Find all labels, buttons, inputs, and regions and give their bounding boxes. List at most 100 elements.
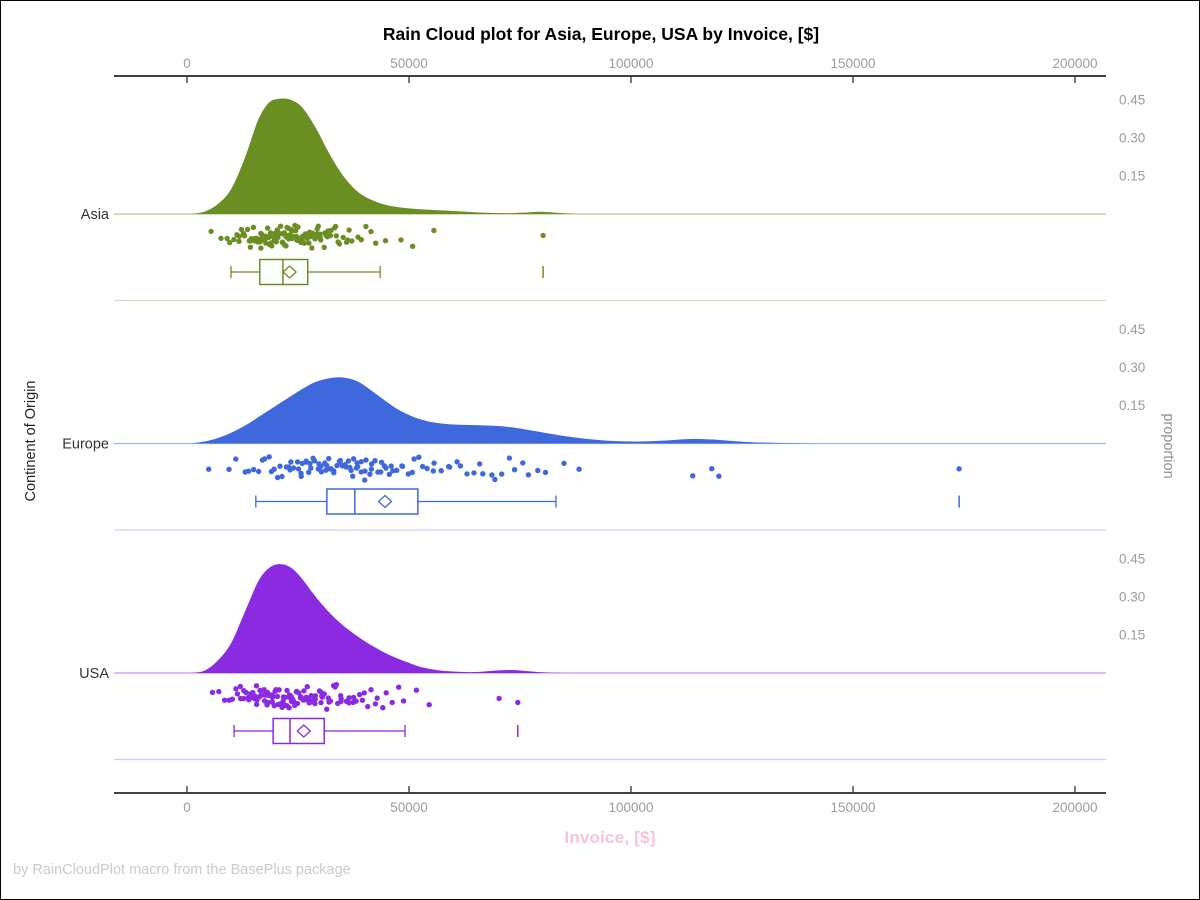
density-curve [191,564,565,673]
iqr-box [326,488,419,515]
series-europe: 0.15 0.30 0.45 Europe [62,322,1145,531]
data-point [288,459,294,465]
data-point [378,469,384,475]
data-point [496,695,502,702]
data-point [535,467,541,474]
data-point [454,459,460,465]
data-point [464,471,470,477]
data-point [267,230,274,236]
data-point [208,228,214,235]
data-point [389,699,395,706]
data-point [301,240,307,246]
data-point [956,466,962,472]
bottom-axis-tick-label: 200000 [1052,800,1097,815]
box-plot [230,258,544,286]
data-point [279,473,285,480]
density-curve [191,98,578,214]
proportion-tick-label: 0.30 [1119,131,1145,146]
data-point [264,702,270,708]
data-point [229,696,235,702]
data-point [307,699,314,705]
data-point [540,232,546,239]
data-point [382,238,389,244]
data-point [424,465,430,472]
data-point [350,473,356,479]
data-point [264,225,271,231]
data-point [353,698,359,704]
proportion-tick-label: 0.45 [1119,552,1145,567]
data-point [331,470,337,476]
data-point [716,473,722,479]
data-point [250,224,257,231]
data-point [312,700,318,707]
data-point [388,463,394,469]
data-point [365,703,371,710]
data-point [318,469,325,475]
data-point [257,687,263,694]
data-point [499,471,505,477]
data-point [394,467,400,473]
data-point [447,464,453,470]
data-point [390,468,396,474]
data-point [327,698,334,704]
data-point [367,471,373,477]
data-point [489,472,495,478]
data-point [284,687,290,694]
data-point [274,474,281,481]
proportion-tick-label: 0.45 [1119,322,1145,337]
category-label: Asia [81,207,110,223]
data-point [290,696,296,703]
top-axis-tick-label: 200000 [1052,56,1097,71]
data-point [233,456,239,462]
data-point [306,469,312,475]
data-point [256,468,262,475]
data-point [206,466,212,472]
data-point [277,463,283,469]
data-point [234,691,241,697]
top-axis-tick-label: 0 [183,56,191,71]
data-point [361,690,367,696]
data-point [368,466,375,472]
chart-title: Rain Cloud plot for Asia, Europe, USA by… [382,24,820,44]
data-point [457,463,464,469]
data-point [346,700,352,706]
data-point [480,471,486,477]
data-point [363,457,369,463]
data-point [303,458,309,464]
data-point [345,458,352,464]
data-point [241,233,248,239]
bottom-axis-tick-label: 150000 [830,800,875,815]
data-point [301,688,307,694]
data-point [310,230,316,236]
data-point [409,469,415,476]
data-point [372,701,379,707]
data-point [250,466,257,473]
iqr-box [272,717,325,745]
data-point [363,223,369,230]
data-point [247,244,254,250]
data-point [269,693,276,699]
data-point [709,466,715,472]
data-point [346,227,352,233]
data-point [294,700,301,707]
data-point [245,468,252,474]
data-point [258,692,264,699]
data-point [411,456,417,462]
data-point [311,458,318,464]
box-plot [233,717,519,745]
data-point [362,468,368,474]
data-point [209,689,216,696]
density-curve [191,377,818,444]
data-point [380,705,386,711]
data-point [253,701,260,708]
data-point [383,465,389,471]
series-asia: 0.15 0.30 0.45 Asia [81,93,1145,302]
data-point [324,706,330,712]
x-axis-label: Invoice, [$] [564,828,656,847]
data-point [337,457,343,464]
data-point [236,238,242,244]
mean-diamond [377,494,393,509]
data-point [327,232,334,239]
data-point [309,245,315,251]
